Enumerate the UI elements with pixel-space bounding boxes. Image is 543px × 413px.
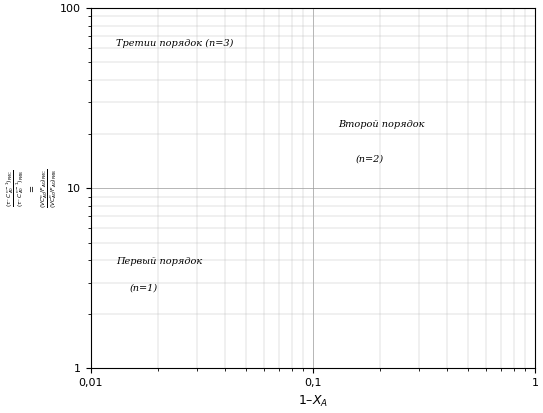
Text: (n=2): (n=2) xyxy=(356,155,383,164)
Text: (n=1): (n=1) xyxy=(130,284,158,293)
Text: Третии порядок (n=3): Третии порядок (n=3) xyxy=(116,38,233,47)
X-axis label: 1–$X_A$: 1–$X_A$ xyxy=(298,394,328,409)
Text: Второй порядок: Второй порядок xyxy=(338,120,425,128)
Text: Первый порядок: Первый порядок xyxy=(116,257,203,266)
Y-axis label: $\frac{(\tau \cdot C_{A0}^{n-1})_{\rm РИС}}{(\tau \cdot C_{A0}^{n-1})_{\rm РИВ}}: $\frac{(\tau \cdot C_{A0}^{n-1})_{\rm РИ… xyxy=(4,169,59,208)
